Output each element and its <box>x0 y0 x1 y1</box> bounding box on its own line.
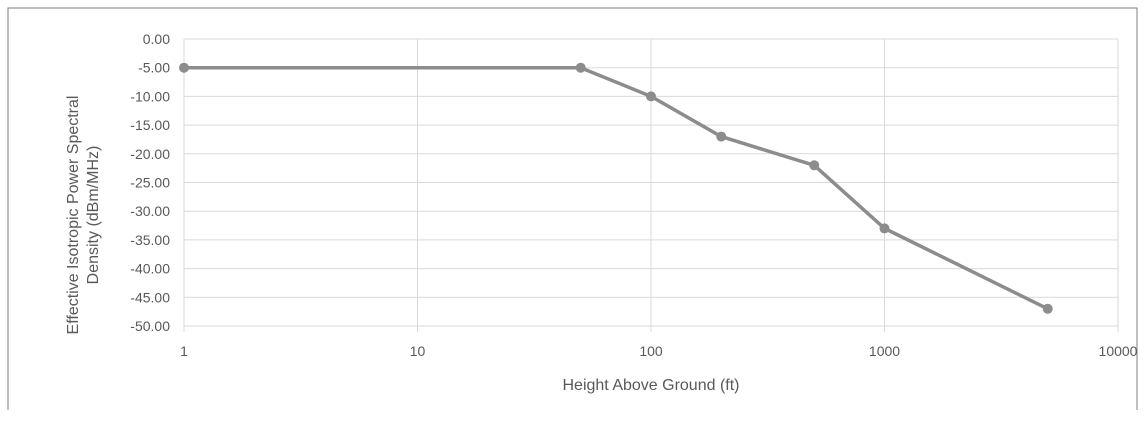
y-axis-title: Effective Isotropic Power Spectral Densi… <box>65 96 102 335</box>
data-point <box>646 91 656 102</box>
x-tick-label: 10 <box>410 343 426 359</box>
data-point <box>879 223 890 234</box>
data-point <box>575 62 586 73</box>
y-tick-label: -45.00 <box>130 289 170 305</box>
y-axis-title-line-2: Density (dBm/MHz) <box>85 146 102 285</box>
series-layer <box>179 62 1053 314</box>
y-tick-label: -30.00 <box>130 203 170 219</box>
y-tick-label: -10.00 <box>130 88 170 104</box>
data-point <box>716 131 727 142</box>
x-tick-label: 100 <box>639 343 663 359</box>
x-tick-label: 1 <box>180 343 188 359</box>
y-tick-label: -40.00 <box>130 261 170 277</box>
data-point <box>809 160 820 171</box>
y-axis-title-line-1: Effective Isotropic Power Spectral <box>65 96 82 335</box>
x-axis-ticks: 1 10 100 1000 10000 <box>180 326 1138 359</box>
x-axis-title: Height Above Ground (ft) <box>563 377 740 394</box>
series-line <box>184 65 1049 311</box>
chart-border <box>7 7 1138 410</box>
y-tick-label: -50.00 <box>130 318 170 334</box>
data-point <box>179 62 189 73</box>
y-tick-label: -25.00 <box>130 175 170 191</box>
gridlines <box>183 38 1119 327</box>
y-tick-label: -35.00 <box>130 232 170 248</box>
y-axis-ticks: 0.00 -5.00 -10.00 -15.00 -20.00 -25.00 -30.00 -… <box>130 31 170 334</box>
x-tick-label: 1000 <box>869 343 900 359</box>
y-tick-label: -15.00 <box>130 117 170 133</box>
y-tick-label: -20.00 <box>130 146 170 162</box>
y-tick-label: 0.00 <box>143 31 170 47</box>
y-tick-label: -5.00 <box>138 60 170 76</box>
x-tick-label: 10000 <box>1099 343 1138 359</box>
data-point <box>1042 303 1053 314</box>
